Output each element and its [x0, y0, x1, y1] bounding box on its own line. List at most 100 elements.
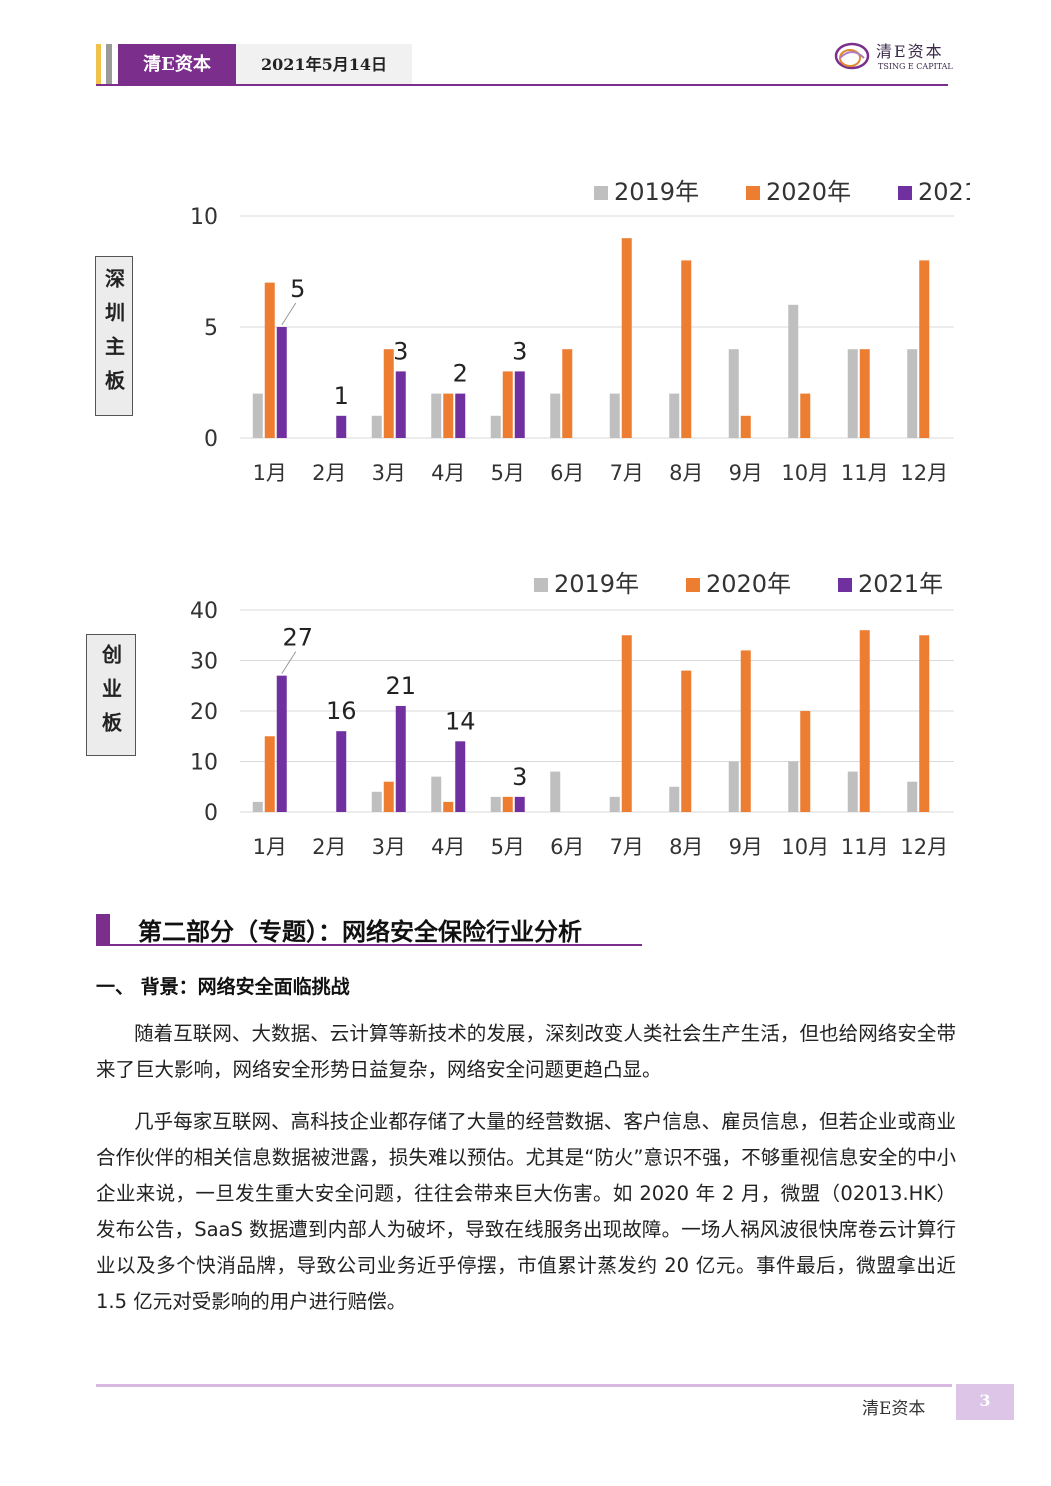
shenzhen-chart-bar — [681, 260, 692, 438]
logo-text-cn: 清E资本 — [876, 42, 944, 61]
shenzhen-chart-category-label: 6月 — [550, 461, 584, 485]
chinext-chart-bar — [455, 741, 466, 812]
chinext-chart-category-label: 8月 — [669, 835, 703, 859]
chinext-chart-data-label-leader — [281, 651, 297, 674]
shenzhen-chart-bar — [669, 393, 680, 438]
shenzhen-chart-category-label: 4月 — [431, 461, 465, 485]
chinext-chart-bar — [336, 731, 347, 812]
shenzhen-chart-data-label: 2 — [453, 360, 468, 388]
chinext-chart-bar — [443, 801, 454, 812]
chinext-chart-bar — [788, 761, 799, 812]
shenzhen-chart-data-label: 5 — [290, 275, 305, 303]
chinext-chart-category-label: 2月 — [312, 835, 346, 859]
shenzhen-chart-bar — [740, 415, 751, 438]
paragraph-1-text: 随着互联网、大数据、云计算等新技术的发展，深刻改变人类社会生产生活，但也给网络安… — [96, 1022, 956, 1081]
shenzhen-chart-category-label: 8月 — [669, 461, 703, 485]
shenzhen-chart-bar — [800, 393, 811, 438]
shenzhen-chart-category-label: 9月 — [729, 461, 763, 485]
chinext-chart-data-label: 16 — [326, 697, 357, 725]
chinext-chart-ytick-label: 10 — [190, 751, 218, 776]
chinext-chart-bar — [740, 650, 751, 812]
shenzhen-chart-bar — [395, 371, 406, 438]
chinext-chart-category-label: 12月 — [900, 835, 948, 859]
shenzhen-chart-bar — [609, 393, 620, 438]
chinext-chart-data-label: 3 — [512, 763, 527, 791]
shenzhen-chart-category-label: 10月 — [781, 461, 829, 485]
chinext-chart-bar — [276, 675, 287, 812]
chinext-chart-ytick-label: 30 — [190, 650, 218, 675]
header-brand: 清E资本 — [118, 44, 236, 86]
shenzhen-chart-ytick-label: 0 — [204, 427, 218, 452]
subsection-title: 一、 背景：网络安全面临挑战 — [96, 976, 350, 998]
chinext-chart-ytick-label: 0 — [204, 801, 218, 826]
shenzhen-chart-bar — [621, 238, 632, 438]
chinext-chart-category-label: 10月 — [781, 835, 829, 859]
shenzhen-chart-category-label: 1月 — [253, 461, 287, 485]
chinext-chart-data-label: 21 — [385, 672, 416, 700]
shenzhen-chart-data-label-leader — [281, 302, 297, 326]
section-title: 第二部分（专题）：网络安全保险行业分析 — [138, 918, 582, 946]
shenzhen-chart-bar — [859, 349, 870, 438]
chinext-chart-legend-label: 2020年 — [706, 570, 791, 598]
chinext-chart-bar — [490, 796, 501, 812]
shenzhen-chart-category-label: 3月 — [372, 461, 406, 485]
chinext-chart-bar — [609, 796, 620, 812]
chinext-chart-bar — [728, 761, 739, 812]
shenzhen-chart-ytick-label: 5 — [204, 316, 218, 341]
shenzhen-chart-bar — [490, 415, 501, 438]
chinext-chart-bar — [252, 801, 263, 812]
chinext-chart-bar — [621, 635, 632, 812]
shenzhen-chart-data-label: 3 — [393, 337, 408, 365]
shenzhen-chart-legend-label: 2020年 — [766, 178, 851, 206]
shenzhen-chart-legend-swatch — [594, 186, 608, 200]
shenzhen-chart-legend-swatch — [898, 186, 912, 200]
chinext-chart-category-label: 3月 — [372, 835, 406, 859]
chinext-chart-bar — [383, 781, 394, 812]
shenzhen-chart-category-label: 5月 — [491, 461, 525, 485]
header-strip-yellow — [96, 44, 101, 86]
shenzhen-chart-bar — [847, 349, 858, 438]
shenzhen-chart-bar — [443, 393, 454, 438]
chinext-chart-legend-label: 2021年 — [858, 570, 943, 598]
chinext-chart-bar — [847, 771, 858, 812]
shenzhen-chart-bar — [455, 393, 466, 438]
shenzhen-chart-bar — [562, 349, 573, 438]
shenzhen-chart-bar — [550, 393, 561, 438]
chinext-chart-category-label: 1月 — [253, 835, 287, 859]
chinext-chart-legend-label: 2019年 — [554, 570, 639, 598]
shenzhen-chart-category-label: 12月 — [900, 461, 948, 485]
chinext-chart-legend-swatch — [686, 578, 700, 592]
shenzhen-chart-category-label: 2月 — [312, 461, 346, 485]
chinext-chart-bar — [431, 776, 442, 812]
chinext-chart-bar — [264, 736, 275, 812]
chinext-chart-data-label: 14 — [445, 707, 476, 735]
chinext-chart-legend-swatch — [838, 578, 852, 592]
footer-brand: 清E资本 — [862, 1399, 926, 1419]
chinext-chart-ytick-label: 40 — [190, 599, 218, 624]
header-strip-gray — [106, 44, 112, 86]
shenzhen-chart-bar — [264, 282, 275, 438]
section-underline — [96, 944, 642, 946]
chinext-chart-category-label: 7月 — [610, 835, 644, 859]
chinext-chart-bar — [919, 635, 930, 812]
chart2-side-label: 创业板 — [86, 634, 136, 756]
header-date: 2021年5月14日 — [236, 44, 412, 86]
paragraph-2: 几乎每家互联网、高科技企业都存储了大量的经营数据、客户信息、雇员信息，但若企业或… — [96, 1104, 956, 1320]
chinext-chart-category-label: 4月 — [431, 835, 465, 859]
shenzhen-chart-bar — [383, 349, 394, 438]
chinext-chart-bar — [859, 630, 870, 812]
section-marker — [96, 914, 110, 944]
chinext-chart-data-label: 27 — [282, 624, 313, 652]
chinext-chart-bar — [371, 791, 382, 812]
shenzhen-chart-data-label: 3 — [512, 337, 527, 365]
shenzhen-chart-bar — [502, 371, 513, 438]
shenzhen-chart-category-label: 7月 — [610, 461, 644, 485]
shenzhen-chart-bar — [336, 415, 347, 438]
shenzhen-main-board-chart: 0 5 10 2019年 2020年 2021年 5 1 3 2 3 1月 2月 3月 4月 5月 6月 7月 8月… — [190, 178, 970, 485]
chinext-chart-bar — [502, 796, 513, 812]
shenzhen-chart-bar — [907, 349, 918, 438]
chinext-chart-bar — [800, 711, 811, 812]
page-number: 3 — [956, 1384, 1014, 1420]
chart1-side-label: 深圳主板 — [95, 256, 133, 416]
chinext-chart-category-label: 11月 — [841, 835, 889, 859]
